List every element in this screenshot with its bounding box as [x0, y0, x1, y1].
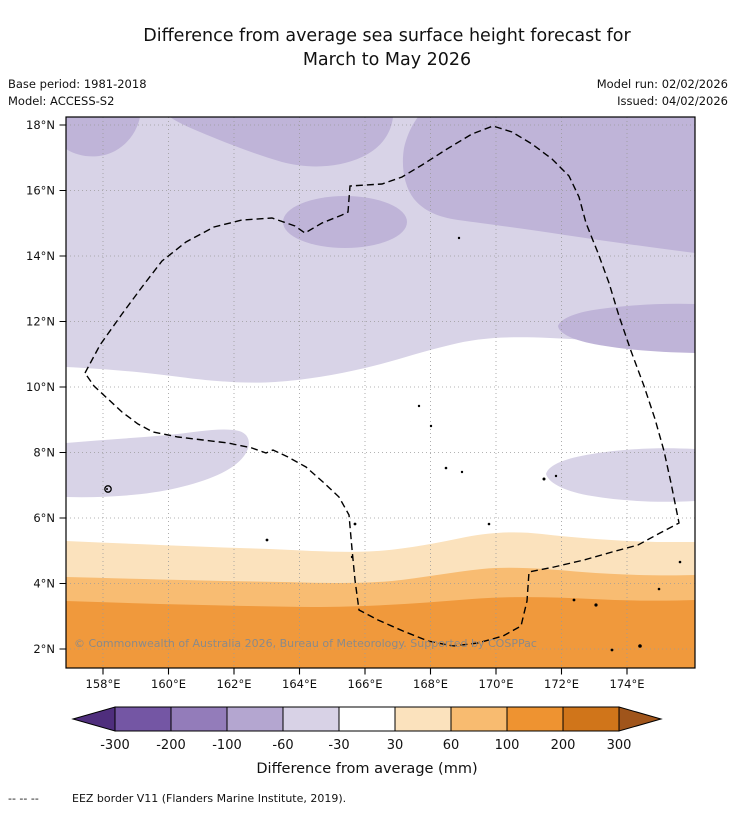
colorbar-tick-label: 30: [387, 738, 404, 753]
lon-tick-label: 158°E: [86, 677, 121, 691]
colorbar-tick-label: 300: [607, 738, 632, 753]
lat-tick-label: 4°N: [33, 577, 55, 591]
region-neg-60-30-west-patch: [66, 429, 249, 498]
region-neg-100-60-eastband: [558, 303, 695, 353]
region-neg-100-60-topcenter: [170, 117, 393, 167]
colorbar-right-arrow: [618, 706, 663, 732]
colorbar-segment: [170, 706, 228, 732]
map-contour-layers: © Commonwealth of Australia 2026, Bureau…: [66, 117, 695, 668]
model-run-label: Model run: 02/02/2026: [597, 77, 728, 91]
eez-border-line: [84, 125, 680, 647]
colorbar-segment: [282, 706, 340, 732]
colorbar-tick-label: -60: [272, 738, 293, 753]
chart-title-line1: Difference from average sea surface heig…: [143, 26, 631, 46]
model-label: Model: ACCESS-S2: [8, 94, 114, 108]
region-neg-100-60-lobe: [283, 196, 407, 248]
colorbar-tick-label: 200: [551, 738, 576, 753]
island-marks: [104, 236, 682, 652]
eez-legend-text: EEZ border V11 (Flanders Marine Institut…: [72, 792, 346, 805]
colorbar-segment: [114, 706, 172, 732]
base-period-label: Base period: 1981-2018: [8, 77, 147, 91]
colorbar-tick-labels: -300 -200 -100 -60 -30 30 60 100 200 300: [100, 738, 631, 753]
colorbar-tick-label: 100: [495, 738, 520, 753]
map-frame: [65, 116, 696, 669]
lon-tick-label: 162°E: [217, 677, 252, 691]
footer-legend: -- -- -- EEZ border V11 (Flanders Marine…: [8, 792, 346, 805]
colorbar-left-arrow: [71, 706, 116, 732]
lon-tick-label: 172°E: [544, 677, 579, 691]
lat-axis-labels: 18°N 16°N 14°N 12°N 10°N 8°N 6°N 4°N 2°N: [26, 118, 55, 656]
region-pos-100-200-band: [66, 597, 695, 668]
chart-title-line2: March to May 2026: [303, 50, 471, 70]
colorbar-segment: [226, 706, 284, 732]
colorbar-tick-label: -200: [156, 738, 186, 753]
colorbar-tick-label: 60: [443, 738, 460, 753]
lon-axis-ticks: [102, 668, 628, 675]
colorbar-tick-label: -300: [100, 738, 130, 753]
colorbar-segment: [506, 706, 564, 732]
lat-tick-label: 16°N: [26, 184, 55, 198]
lat-axis-ticks: [59, 124, 66, 650]
region-neg-100-60-topright: [402, 117, 695, 253]
lon-tick-label: 160°E: [151, 677, 186, 691]
colorbar-segment: [394, 706, 452, 732]
map-copyright: © Commonwealth of Australia 2026, Bureau…: [74, 637, 537, 650]
lat-tick-label: 14°N: [26, 249, 55, 263]
lat-tick-label: 6°N: [33, 511, 55, 525]
lon-axis-labels: 158°E 160°E 162°E 164°E 166°E 168°E 170°…: [86, 677, 645, 691]
lat-tick-label: 12°N: [26, 315, 55, 329]
lon-tick-label: 170°E: [479, 677, 514, 691]
lat-tick-label: 10°N: [26, 380, 55, 394]
colorbar: -300 -200 -100 -60 -30 30 60 100 200 300…: [71, 706, 663, 777]
region-neg-60-30-east-patch: [546, 448, 695, 502]
lat-tick-label: 2°N: [33, 642, 55, 656]
lat-tick-label: 18°N: [26, 118, 55, 132]
island-ring: [104, 485, 112, 493]
colorbar-segment: [450, 706, 508, 732]
colorbar-tick-label: -30: [328, 738, 349, 753]
issued-label: Issued: 04/02/2026: [617, 94, 728, 108]
lon-tick-label: 164°E: [282, 677, 317, 691]
lon-tick-label: 168°E: [413, 677, 448, 691]
lat-tick-label: 8°N: [33, 446, 55, 460]
lon-tick-label: 174°E: [610, 677, 645, 691]
colorbar-segment: [338, 706, 396, 732]
map-plot: © Commonwealth of Australia 2026, Bureau…: [26, 116, 696, 691]
lon-tick-label: 166°E: [348, 677, 383, 691]
colorbar-segment: [562, 706, 620, 732]
colorbar-tick-label: -100: [212, 738, 242, 753]
eez-legend-dashes: -- -- --: [8, 792, 39, 805]
region-neg-100-60-topleft: [66, 117, 140, 157]
colorbar-title: Difference from average (mm): [256, 761, 477, 777]
